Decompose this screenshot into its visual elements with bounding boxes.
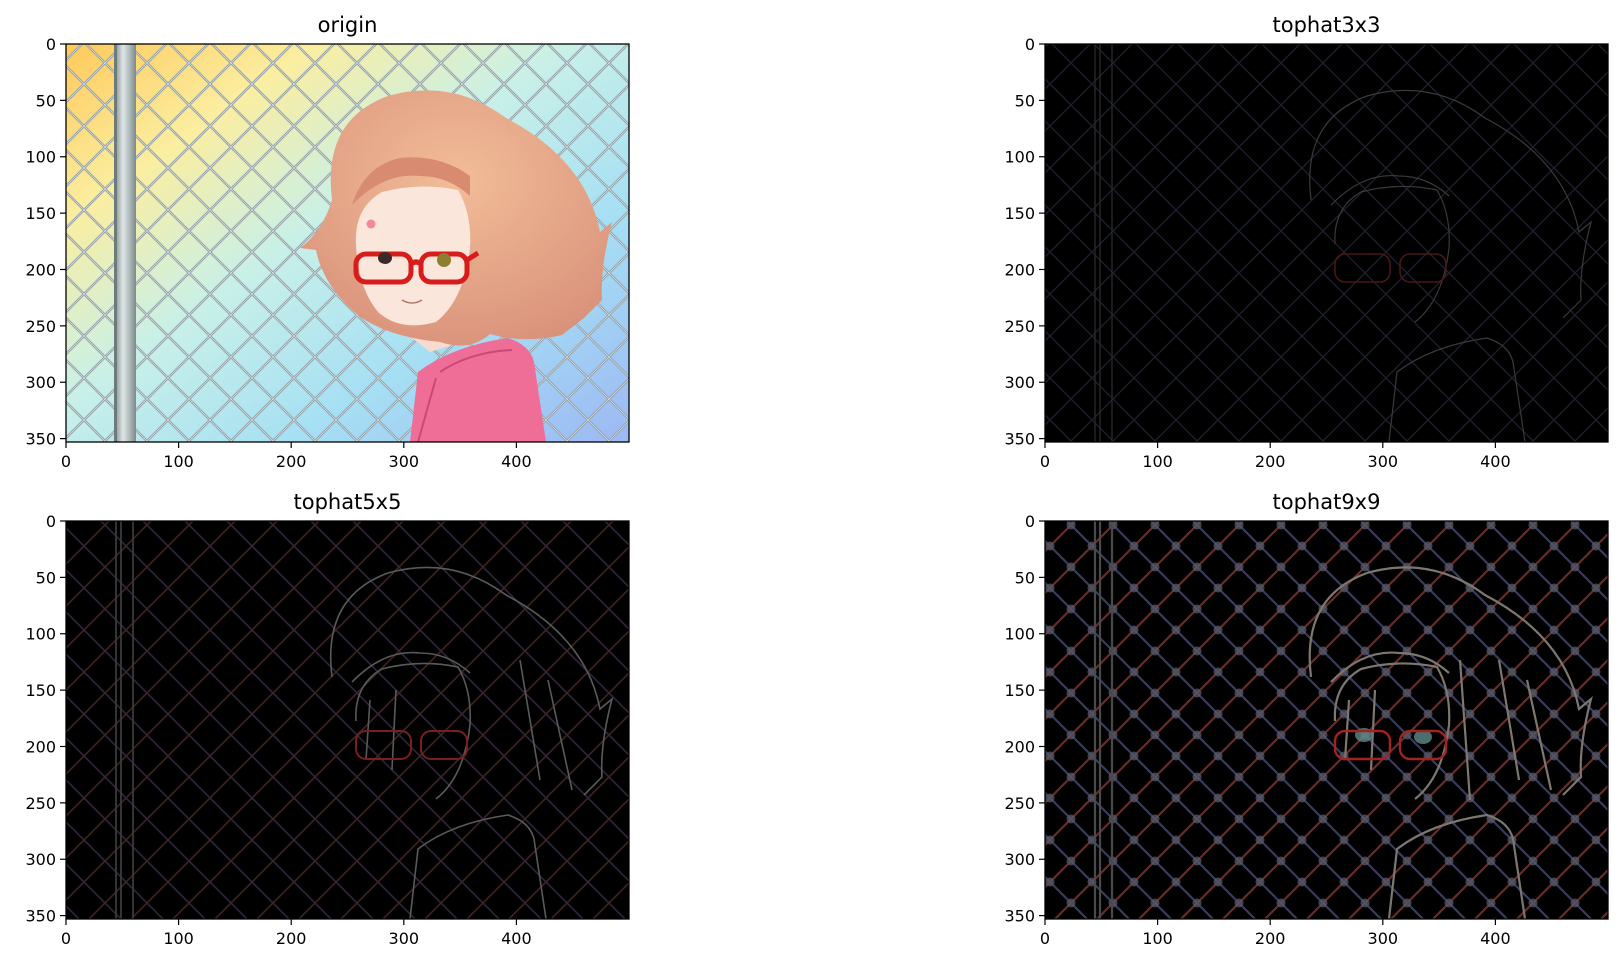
y-tick-label: 150 bbox=[25, 204, 56, 223]
y-tick-label: 200 bbox=[25, 260, 56, 279]
x-tick-label: 300 bbox=[389, 929, 420, 948]
x-tick-label: 300 bbox=[1368, 452, 1399, 471]
panel-tophat3x3: tophat3x3 0 100 200 300 400 0 50 100 150 200 250 30… bbox=[1004, 13, 1609, 471]
image-tophat5x5 bbox=[66, 521, 629, 919]
x-tick-label: 200 bbox=[276, 452, 307, 471]
image-tophat9x9 bbox=[1045, 521, 1608, 919]
panel-title-origin: origin bbox=[318, 13, 378, 37]
x-tick-label: 300 bbox=[1368, 929, 1399, 948]
edge-outline-3x3 bbox=[1309, 89, 1593, 442]
x-tick-label: 400 bbox=[501, 929, 532, 948]
x-tick-label: 300 bbox=[389, 452, 420, 471]
y-tick-label: 250 bbox=[25, 317, 56, 336]
x-tick-label: 400 bbox=[1480, 929, 1511, 948]
x-tick-label: 200 bbox=[1255, 929, 1286, 948]
fence-pole bbox=[114, 44, 136, 442]
x-tick-label: 100 bbox=[1142, 929, 1173, 948]
x-tick-label: 400 bbox=[1480, 452, 1511, 471]
y-tick-label: 200 bbox=[1004, 737, 1035, 756]
panel-origin: origin bbox=[25, 13, 630, 471]
y-tick-label: 0 bbox=[1025, 35, 1035, 54]
y-tick-label: 350 bbox=[25, 430, 56, 449]
y-tick-label: 0 bbox=[46, 35, 56, 54]
x-tick-label: 200 bbox=[276, 929, 307, 948]
x-tick-label: 400 bbox=[501, 452, 532, 471]
x-tick-label: 0 bbox=[61, 452, 71, 471]
axes-tophat3x3: 0 100 200 300 400 0 50 100 150 200 250 300 350 bbox=[1004, 35, 1510, 471]
jacket bbox=[410, 338, 546, 442]
x-tick-label: 200 bbox=[1255, 452, 1286, 471]
y-tick-label: 0 bbox=[46, 512, 56, 531]
panel-title-tophat9x9: tophat9x9 bbox=[1273, 490, 1381, 514]
y-tick-label: 350 bbox=[1004, 430, 1035, 449]
y-tick-label: 300 bbox=[1004, 373, 1035, 392]
y-tick-label: 50 bbox=[1015, 568, 1035, 587]
girl-figure bbox=[300, 90, 612, 352]
x-tick-label: 100 bbox=[1142, 452, 1173, 471]
y-tick-label: 150 bbox=[1004, 204, 1035, 223]
y-tick-label: 350 bbox=[25, 907, 56, 926]
y-tick-label: 150 bbox=[1004, 681, 1035, 700]
axes-origin: 0 100 200 300 400 0 50 100 150 200 250 300 350 bbox=[25, 35, 531, 471]
y-tick-label: 250 bbox=[25, 794, 56, 813]
panel-title-tophat3x3: tophat3x3 bbox=[1273, 13, 1381, 37]
x-tick-label: 100 bbox=[163, 929, 194, 948]
y-tick-label: 50 bbox=[36, 568, 56, 587]
x-tick-label: 0 bbox=[61, 929, 71, 948]
y-tick-label: 50 bbox=[36, 91, 56, 110]
panel-tophat9x9: tophat9x9 bbox=[1004, 490, 1609, 948]
image-origin bbox=[66, 44, 629, 442]
x-tick-label: 0 bbox=[1040, 452, 1050, 471]
y-tick-label: 150 bbox=[25, 681, 56, 700]
y-tick-label: 300 bbox=[25, 850, 56, 869]
y-tick-label: 100 bbox=[25, 625, 56, 644]
y-tick-label: 200 bbox=[25, 737, 56, 756]
y-tick-label: 50 bbox=[1015, 91, 1035, 110]
y-tick-label: 100 bbox=[1004, 148, 1035, 167]
y-tick-label: 250 bbox=[1004, 317, 1035, 336]
image-tophat3x3 bbox=[1045, 44, 1608, 442]
y-tick-label: 100 bbox=[1004, 625, 1035, 644]
x-tick-label: 0 bbox=[1040, 929, 1050, 948]
axes-tophat9x9: 0 100 200 300 400 0 50 100 150 200 250 300 350 bbox=[1004, 512, 1510, 948]
y-tick-label: 0 bbox=[1025, 512, 1035, 531]
y-tick-label: 350 bbox=[1004, 907, 1035, 926]
panel-tophat5x5: tophat5x5 0 100 200 300 400 0 50 100 150 200 bbox=[25, 490, 630, 948]
y-tick-label: 250 bbox=[1004, 794, 1035, 813]
y-tick-label: 300 bbox=[1004, 850, 1035, 869]
axes-tophat5x5: 0 100 200 300 400 0 50 100 150 200 250 300 350 bbox=[25, 512, 531, 948]
x-tick-label: 100 bbox=[163, 452, 194, 471]
y-tick-label: 100 bbox=[25, 148, 56, 167]
y-tick-label: 200 bbox=[1004, 260, 1035, 279]
y-tick-label: 300 bbox=[25, 373, 56, 392]
panel-title-tophat5x5: tophat5x5 bbox=[294, 490, 402, 514]
